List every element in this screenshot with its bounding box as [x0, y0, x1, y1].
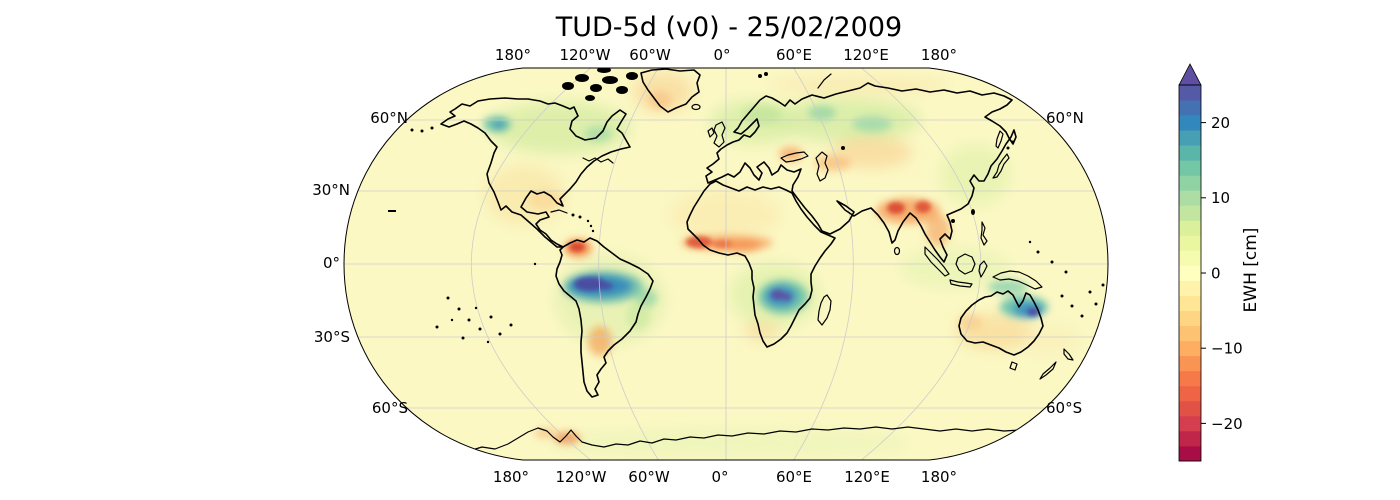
colorbar-extend-arrow [1178, 63, 1202, 86]
lon-tick-label: 0° [713, 46, 730, 64]
lat-tick-label: 30°N [312, 181, 350, 199]
lat-tick-label: 30°S [314, 328, 350, 346]
lon-tick-label: 60°E [776, 468, 812, 486]
lon-tick-label: 60°E [776, 46, 812, 64]
lon-tick-label: 180° [921, 46, 957, 64]
colorbar-tick-label: −10 [1211, 340, 1243, 358]
lon-tick-label: 120°W [556, 468, 607, 486]
lat-tick-label: 0° [323, 254, 340, 272]
colorbar: 20 10 0 −10 −20 EWH [cm] [1178, 63, 1261, 462]
lat-tick-label: 60°S [372, 399, 408, 417]
colorbar-tick-labels: 20 10 0 −10 −20 [1211, 114, 1243, 433]
lon-tick-label: 60°W [629, 46, 671, 64]
lon-tick-label: 120°W [560, 46, 611, 64]
lat-tick-label: 60°N [1046, 109, 1084, 127]
lon-tick-label: 180° [921, 468, 957, 486]
colorbar-ticks [1201, 122, 1206, 424]
colorbar-bands [1179, 85, 1201, 462]
colorbar-tick-label: 10 [1211, 189, 1230, 207]
world-map [343, 67, 1109, 461]
lat-tick-label: 60°S [1046, 399, 1082, 417]
coastlines [388, 68, 1105, 456]
map-boundary [343, 67, 1109, 461]
lon-tick-label: 180° [495, 46, 531, 64]
latitude-labels-right: 60°N 60°S [1046, 109, 1084, 417]
colorbar-tick-label: 20 [1211, 114, 1230, 132]
lon-tick-label: 120°E [844, 468, 890, 486]
colorbar-axis-label: EWH [cm] [1241, 228, 1261, 313]
lon-tick-label: 180° [493, 468, 529, 486]
anomaly-cores [569, 201, 1039, 316]
longitude-labels-top: 180° 120°W 60°W 0° 60°E 120°E 180° [495, 46, 957, 64]
colorbar-tick-label: 0 [1211, 264, 1221, 282]
lon-tick-label: 0° [711, 468, 728, 486]
lon-tick-label: 120°E [843, 46, 889, 64]
lon-tick-label: 60°W [628, 468, 670, 486]
plot-title: TUD-5d (v0) - 25/02/2009 [555, 12, 902, 43]
latitude-labels-left: 60°N 30°N 0° 30°S 60°S [312, 109, 408, 417]
lat-tick-label: 60°N [370, 109, 408, 127]
colorbar-tick-label: −20 [1211, 415, 1243, 433]
longitude-labels-bottom: 180° 120°W 60°W 0° 60°E 120°E 180° [493, 468, 957, 486]
